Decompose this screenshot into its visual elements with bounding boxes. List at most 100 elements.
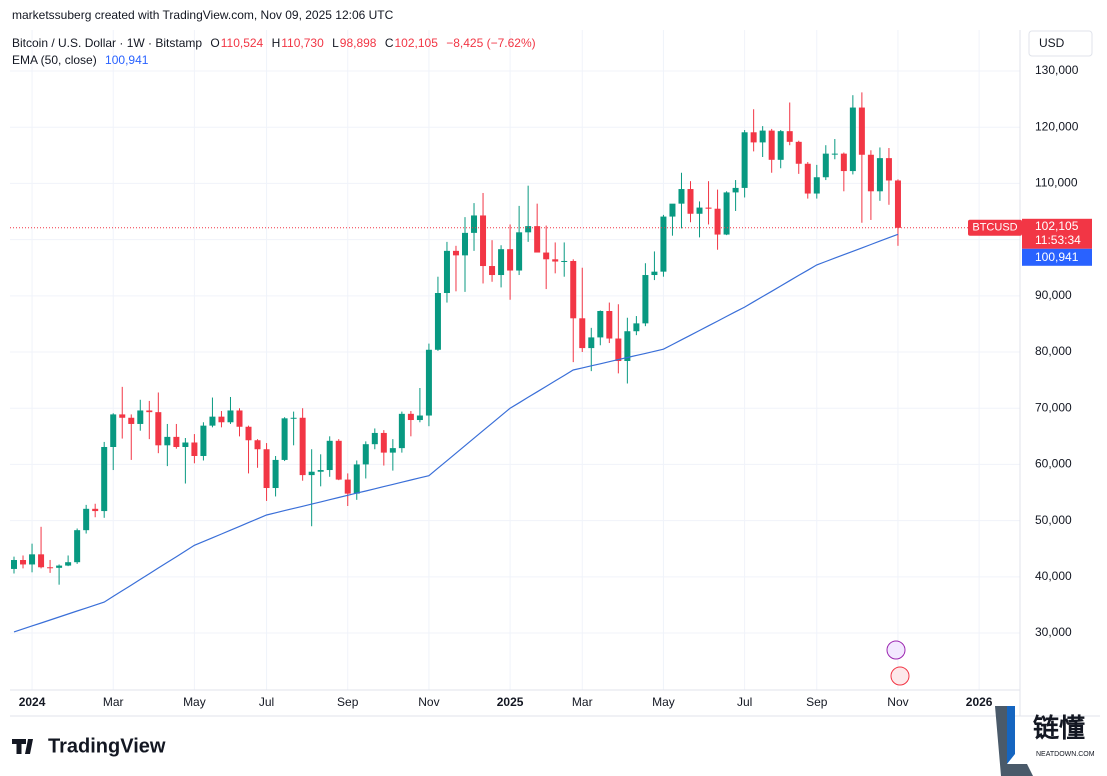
candle-body [606,310,613,339]
x-tick-label: 2026 [966,695,993,709]
x-tick-label: Jul [737,695,752,709]
x-tick-label: Sep [806,695,828,709]
candle-body [579,318,586,349]
candle-body [795,141,802,164]
plot [10,92,1020,633]
x-tick-label: Mar [103,695,124,709]
candle-body [416,415,423,421]
candle-body [489,266,496,276]
candle-body [200,425,207,456]
candle-body [660,216,667,272]
last-price-box [1022,218,1092,249]
y-tick-label: 110,000 [1035,176,1078,190]
event-icon[interactable] [890,666,910,686]
candle-body [110,414,117,447]
candle-body [371,432,378,445]
candle-body [335,440,342,480]
x-tick-label: 2025 [497,695,524,709]
candle-body [777,131,784,160]
symbol-name[interactable]: Bitcoin / U.S. Dollar · 1W · Bitstamp [12,36,203,50]
candle-body [389,448,396,453]
candle-body [236,410,243,427]
symbol-box [968,219,1022,236]
candle-body [516,232,523,271]
grid [10,30,1020,690]
candle-body [588,337,595,349]
legend-key: C [384,36,394,50]
event-icons[interactable] [886,640,910,686]
y-tick-label: 90,000 [1035,288,1072,302]
countdown-label: 11:53:34 [1035,233,1081,247]
candle-body [29,554,36,565]
candle-body [750,132,757,143]
candle-body [47,567,54,569]
candle-body [20,560,27,565]
watermark-icon [1007,706,1015,764]
brand-logo: TradingView [12,735,166,757]
legend-key: L [332,36,339,50]
candle-body [254,440,261,450]
candle-body [227,410,234,423]
candle-body [615,338,622,362]
ema-price-label: 100,941 [1035,250,1079,264]
candle-body [128,417,135,424]
candle-body [452,250,459,256]
candle-body [146,410,153,413]
candle-body [480,215,487,267]
brand-name: TradingView [48,735,166,757]
candle-body [272,459,279,489]
candle-body [597,310,604,338]
candle-body [813,177,820,194]
event-icon[interactable] [886,640,906,660]
candle-body [471,215,478,233]
currency-box[interactable] [1028,30,1093,57]
currency-label[interactable]: USD [1039,36,1065,50]
candle-body [705,207,712,209]
ema-name[interactable]: EMA (50, close) [12,53,97,67]
x-tick-label: May [652,695,675,709]
ema-price-box [1022,248,1092,266]
candle-body [425,349,432,416]
candle-body [570,260,577,319]
x-tick-label: Jul [259,695,274,709]
candle-body [299,417,306,476]
candle-body [191,442,198,456]
candle-body [876,158,883,192]
candle-body [678,189,685,204]
candle-body [281,418,288,460]
candle-body [380,432,387,453]
candle-body [867,154,874,192]
candle-body [786,131,793,142]
y-tick-label: 80,000 [1035,344,1072,358]
legend-change: −8,425 (−7.62%) [446,36,536,50]
candle-body [209,416,216,426]
x-tick-label: 2024 [19,695,46,709]
watermark-sub: NEATDOWN.COM [1036,751,1095,758]
candle-body [741,132,748,188]
candle-body [65,562,72,566]
candle-body [498,249,505,276]
candle-body [822,153,829,178]
candle-body [344,479,351,494]
watermark-icon [995,706,1033,776]
x-tick-label: May [183,695,206,709]
candle-body [434,293,441,350]
candle-body [687,189,694,214]
credit: marketssuberg created with TradingView.c… [12,8,394,22]
candle-body [462,232,468,256]
candle-body [74,530,81,563]
legend-high: 110,730 [281,36,324,50]
ema-value: 100,941 [105,53,149,67]
candle-body [182,442,189,447]
watermark-text: 链懂 [1033,713,1085,743]
candle-body [173,436,180,447]
candle-body [534,226,541,253]
x-tick-label: Nov [418,695,439,709]
x-tick-label: Nov [887,695,908,709]
candle-body [362,444,369,465]
candle-body [804,163,811,194]
candle-body [398,413,405,449]
candle-body [317,470,324,472]
candle-body [326,440,333,471]
